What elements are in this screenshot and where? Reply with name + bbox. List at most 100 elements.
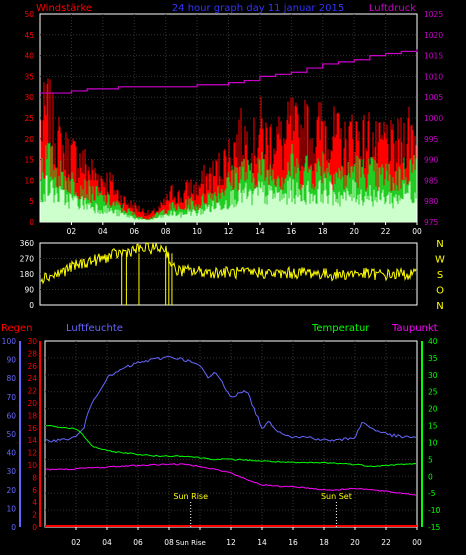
wind-y-tick: 5 — [29, 197, 34, 206]
temperature-y-tick: 20 — [428, 405, 438, 414]
wind-axis-title: Windstärke — [36, 3, 92, 14]
direction-y-tick: 270 — [20, 255, 35, 264]
chart-title: 24 hour graph day 11 januar 2015 — [172, 3, 344, 14]
direction-compass-label: W — [435, 255, 445, 266]
direction-compass-label: N — [436, 239, 443, 250]
wind-x-tick-label: 06 — [129, 227, 139, 236]
wind-x-tick-label: 10 — [192, 227, 202, 236]
humidity-y-tick: 20 — [6, 486, 16, 495]
temperature-y-tick: -15 — [428, 523, 440, 532]
wind-x-tick-label: 14 — [255, 227, 265, 236]
humidity-y-tick: 70 — [6, 393, 16, 402]
temperature-y-tick: -10 — [428, 506, 440, 515]
pressure-y-tick: 990 — [424, 156, 439, 165]
wind-x-tick-label: 02 — [67, 227, 77, 236]
direction-compass-label: S — [437, 270, 443, 281]
wind-y-tick: 0 — [29, 218, 34, 227]
humidity-y-tick: 10 — [6, 504, 16, 513]
wind-y-tick: 20 — [24, 135, 34, 144]
temperature-y-tick: 35 — [428, 354, 438, 363]
wind-y-tick: 30 — [24, 93, 34, 102]
temperature-y-tick: 10 — [428, 438, 438, 447]
temperature-y-tick: 0 — [428, 472, 433, 481]
humidity-y-tick: 50 — [6, 430, 16, 439]
pressure-axis-title: Luftdruck — [369, 3, 416, 14]
climate-x-tick-label: 02 — [71, 538, 81, 547]
pressure-y-tick: 1025 — [424, 10, 443, 19]
wind-x-tick-label: 20 — [349, 227, 359, 236]
wind-y-tick: 45 — [24, 31, 34, 40]
temperature-y-tick: 5 — [428, 455, 433, 464]
wind-y-tick: 50 — [24, 10, 34, 19]
wind-x-tick-label: 18 — [318, 227, 328, 236]
climate-x-tick-label: 18 — [319, 538, 329, 547]
dewpoint-line — [45, 463, 417, 496]
direction-y-tick: 180 — [20, 270, 35, 279]
humidity-y-tick: 60 — [6, 411, 16, 420]
temperature-y-tick: 40 — [428, 337, 438, 346]
humidity-y-tick: 30 — [6, 467, 16, 476]
temperature-y-tick: 25 — [428, 388, 438, 397]
temperature-y-tick: 15 — [428, 422, 438, 431]
rain-y-tick: 28 — [27, 349, 37, 358]
climate-x-tick-label: 22 — [381, 538, 391, 547]
rain-y-tick: 10 — [27, 461, 37, 470]
humidity-axis-title: Luftfeuchte — [66, 323, 123, 334]
rain-y-tick: 6 — [32, 486, 37, 495]
rain-y-tick: 22 — [27, 387, 37, 396]
wind-y-tick: 35 — [24, 72, 34, 81]
climate-x-tick-label: 04 — [102, 538, 112, 547]
wind-y-tick: 40 — [24, 52, 34, 61]
pressure-y-tick: 975 — [424, 218, 439, 227]
pressure-y-tick: 1010 — [424, 72, 443, 81]
temperature-y-tick: -5 — [428, 489, 436, 498]
humidity-y-tick: 90 — [6, 356, 16, 365]
pressure-y-tick: 1005 — [424, 93, 443, 102]
rain-axis-title: Regen — [1, 323, 33, 334]
climate-x-tick-label: 06 — [133, 538, 143, 547]
wind-y-tick: 25 — [24, 114, 34, 123]
rain-y-tick: 24 — [27, 374, 37, 383]
humidity-y-tick: 100 — [2, 337, 17, 346]
rain-y-tick: 18 — [27, 411, 37, 420]
pressure-y-tick: 1000 — [424, 114, 443, 123]
humidity-line — [45, 355, 417, 443]
climate-x-tick-label: 16 — [288, 538, 298, 547]
rain-y-tick: 0 — [32, 523, 37, 532]
climate-x-tick-label: 14 — [257, 538, 267, 547]
humidity-y-tick: 40 — [6, 449, 16, 458]
climate-x-tick-label: 20 — [350, 538, 360, 547]
direction-y-tick: 0 — [29, 301, 34, 310]
rain-y-tick: 20 — [27, 399, 37, 408]
pressure-y-tick: 995 — [424, 135, 439, 144]
wind-x-tick-label: 00 — [412, 227, 422, 236]
rain-y-tick: 4 — [32, 498, 37, 507]
humidity-y-tick: 80 — [6, 374, 16, 383]
direction-y-tick: 90 — [24, 286, 34, 295]
temperature-axis-title: Temperatur — [311, 323, 370, 334]
wind-x-tick-label: 16 — [287, 227, 297, 236]
temperature-line — [45, 424, 417, 468]
direction-line — [40, 242, 417, 285]
direction-compass-label: N — [436, 301, 443, 312]
rain-y-tick: 26 — [27, 362, 37, 371]
temperature-y-tick: 30 — [428, 371, 438, 380]
pressure-y-tick: 980 — [424, 197, 439, 206]
direction-compass-label: O — [436, 286, 444, 297]
rain-y-tick: 14 — [27, 436, 37, 445]
pressure-y-tick: 1020 — [424, 31, 443, 40]
pressure-line — [40, 49, 418, 94]
wind-x-tick-label: 22 — [381, 227, 391, 236]
wind-y-tick: 15 — [24, 156, 34, 165]
wind-y-tick: 10 — [24, 176, 34, 185]
dewpoint-axis-title: Taupunkt — [391, 323, 438, 334]
pressure-y-tick: 985 — [424, 176, 439, 185]
climate-x-tick-label: 08 — [164, 538, 174, 547]
climate-x-tick-label: 00 — [412, 538, 422, 547]
pressure-y-tick: 1015 — [424, 52, 443, 61]
humidity-y-tick: 0 — [11, 523, 16, 532]
direction-y-tick: 360 — [20, 239, 35, 248]
sunrise-label: Sun Rise — [173, 492, 208, 501]
wind-x-tick-label: 08 — [161, 227, 171, 236]
